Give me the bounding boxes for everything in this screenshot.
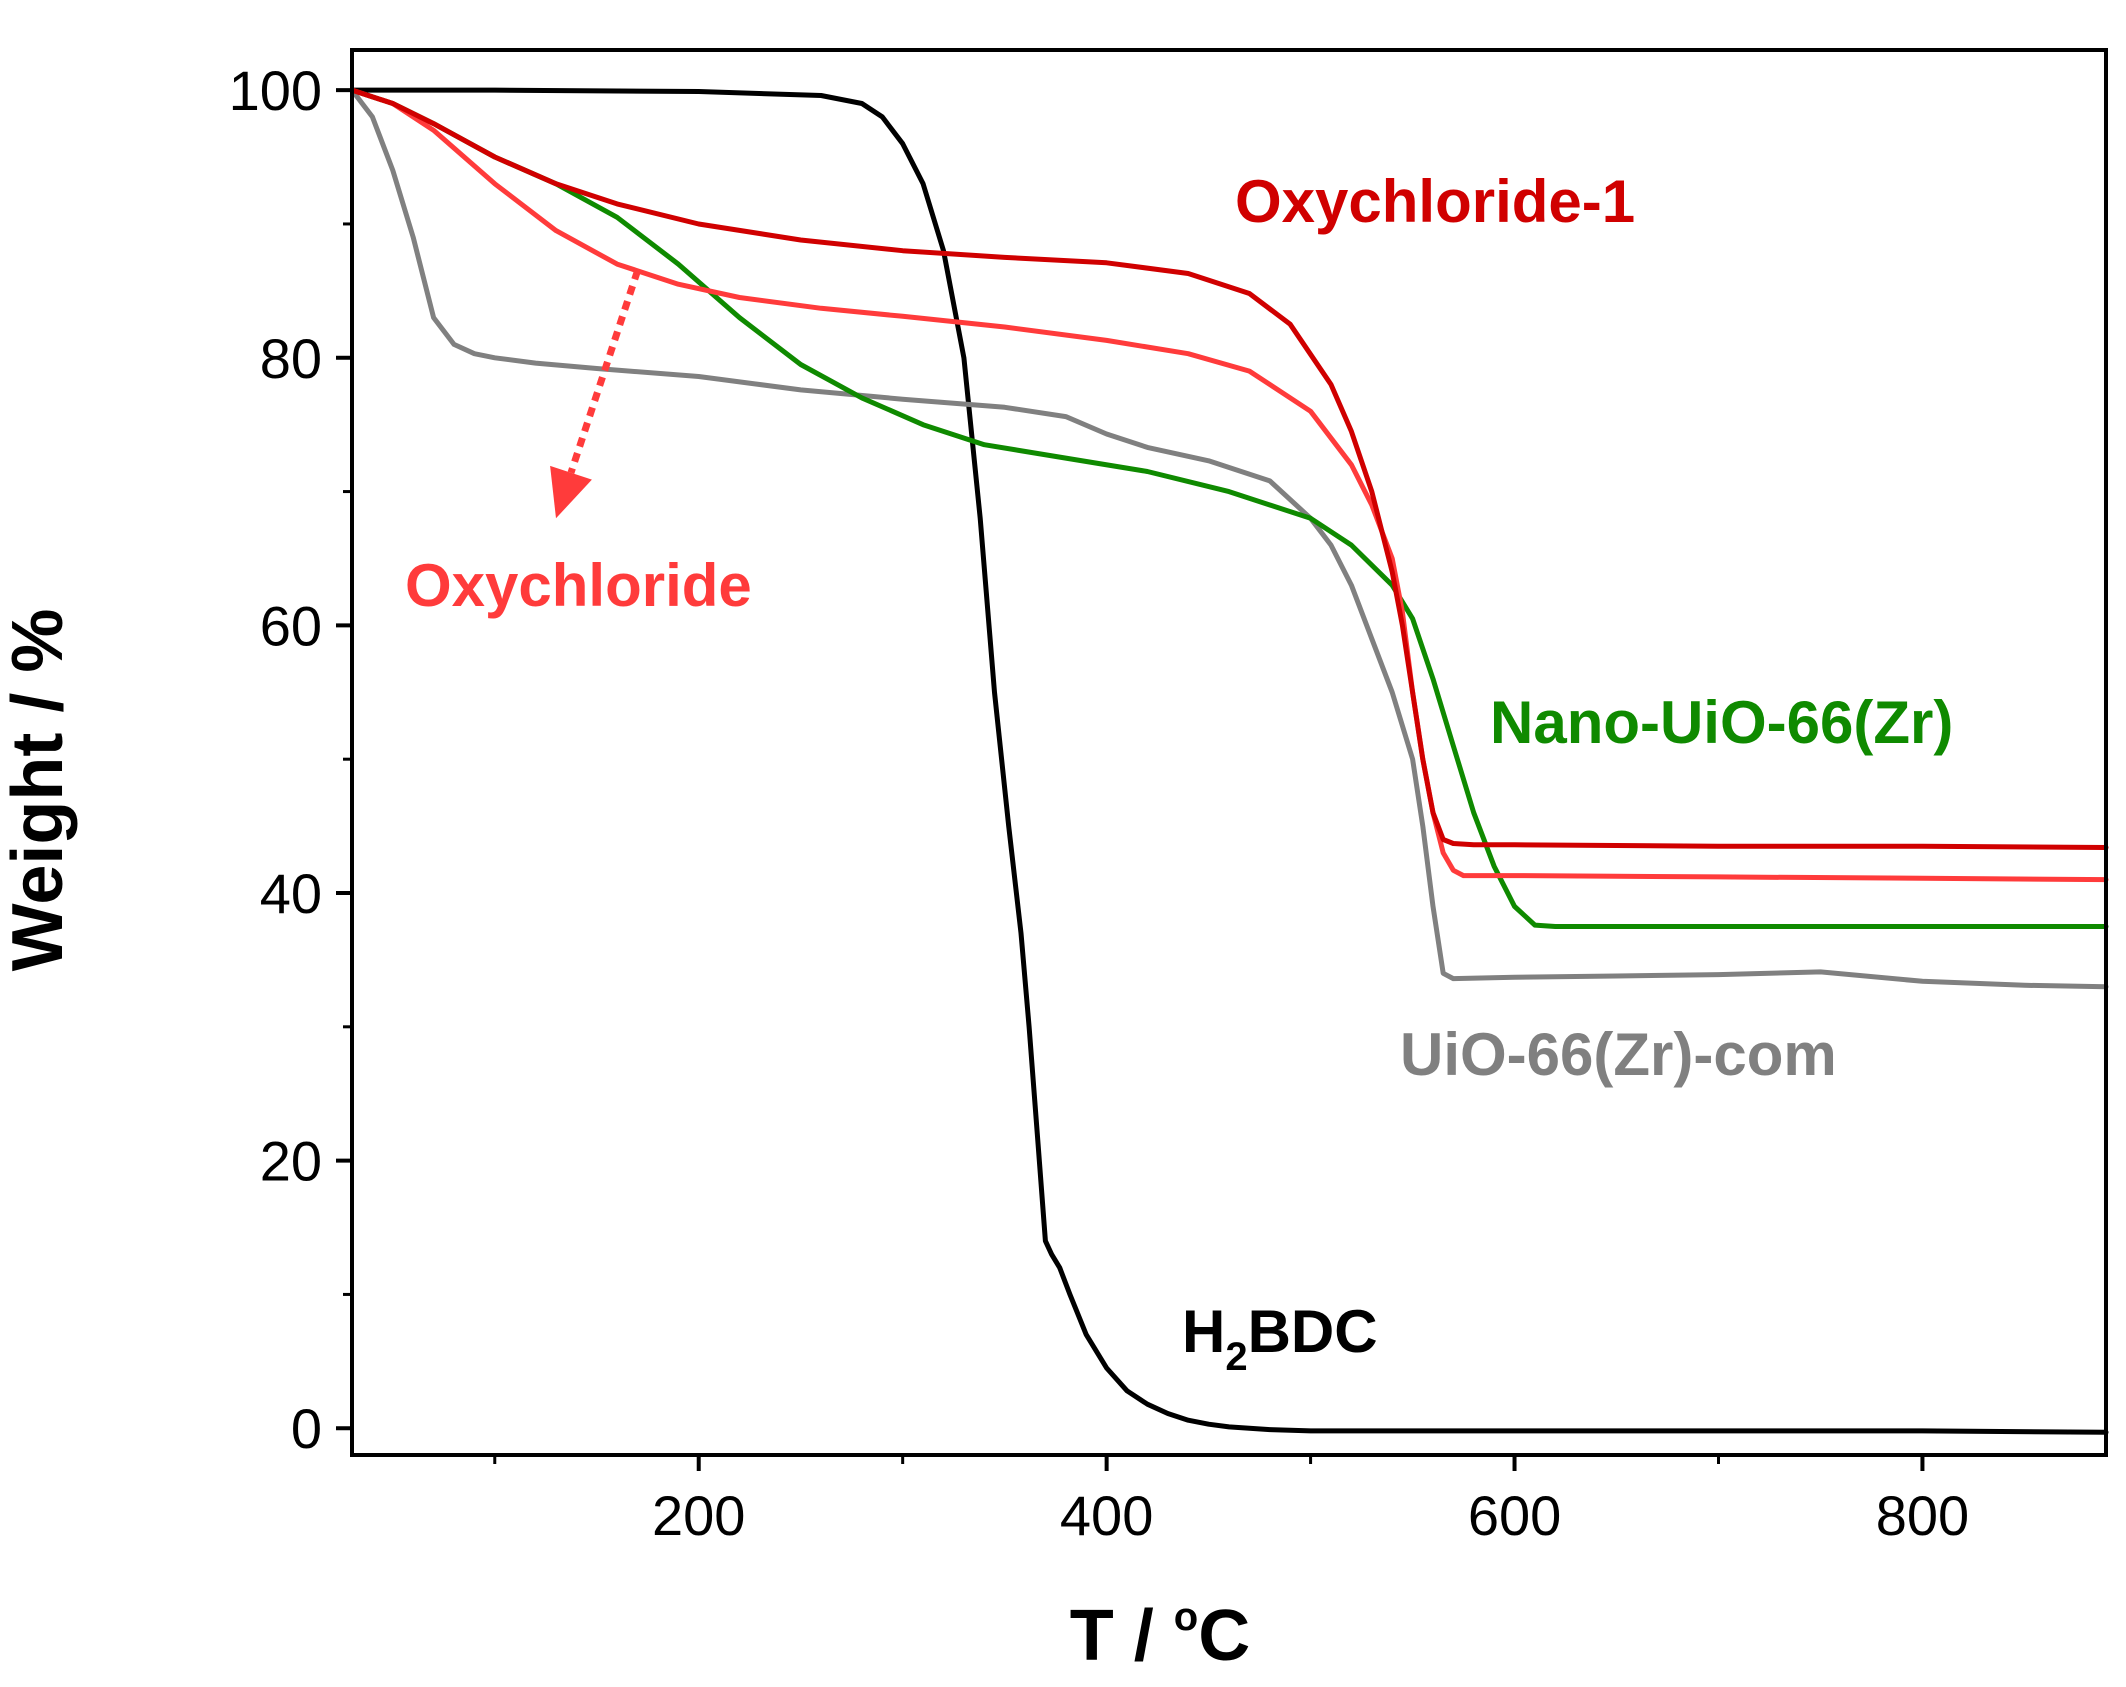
y-tick-label: 80 [260,327,322,390]
x-tick-label: 800 [1876,1484,1969,1547]
x-tick-label: 400 [1060,1484,1153,1547]
y-tick-label: 40 [260,862,322,925]
x-axis-title-main: T / [1070,1596,1174,1676]
series-line-uio-66-zr-com [349,87,2109,990]
annotation-layer [550,269,641,519]
arrow-shaft [567,269,641,474]
label-h2bdc-rest: BDC [1248,1298,1378,1365]
label-h2bdc-base: H [1182,1298,1225,1365]
series-line-oxychloride-1 [349,87,2109,850]
arrow-head [550,465,592,519]
series-line-nano-uio-66-zr [349,87,2109,929]
y-tick-label: 20 [260,1130,322,1193]
y-tick-label: 60 [260,594,322,657]
label-uio-66-com: UiO-66(Zr)-com [1400,1021,1837,1088]
label-h2bdc: H2BDC [1182,1298,1378,1379]
label-oxychloride-1: Oxychloride-1 [1235,168,1635,235]
x-axis-title: T / oC [1070,1595,1250,1676]
series-layer [349,87,2109,1435]
label-nano-uio-66: Nano-UiO-66(Zr) [1490,689,1953,756]
x-tick-label: 600 [1468,1484,1561,1547]
x-axis-title-unit: C [1198,1596,1250,1676]
series-line-h2bdc [349,87,2109,1435]
y-tick-label: 0 [291,1397,322,1460]
plot-frame [350,48,2108,1457]
label-oxychloride: Oxychloride [405,552,752,619]
x-tick-label: 200 [652,1484,745,1547]
label-h2bdc-sub: 2 [1225,1335,1247,1379]
y-axis-title: Weight / % [0,609,78,972]
series-line-oxychloride [349,87,2109,883]
x-axis-title-sup: o [1174,1595,1198,1639]
y-tick-label: 100 [229,59,322,122]
ticks-layer: 200 400 600 800 0 20 40 60 80 100 [229,59,1970,1547]
